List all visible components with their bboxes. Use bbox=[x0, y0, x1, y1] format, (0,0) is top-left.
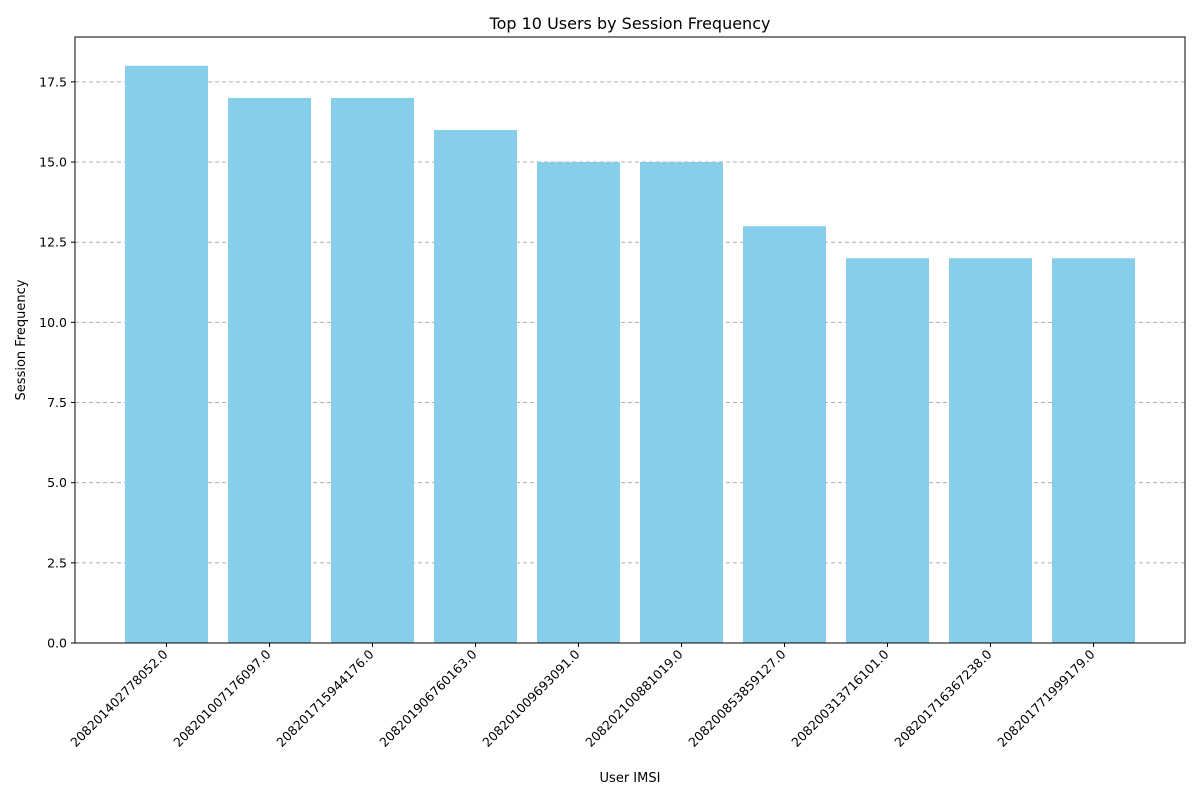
y-axis: 0.0 2.5 5.0 7.5 10.0 12.5 15.0 17.5 bbox=[39, 74, 75, 651]
y-axis-label: Session Frequency bbox=[14, 279, 29, 400]
x-tick-label: 208200313716101.0 bbox=[788, 646, 891, 749]
plot-frame bbox=[74, 36, 1186, 644]
bars bbox=[125, 65, 1135, 644]
y-tick-label: 12.5 bbox=[39, 235, 67, 250]
bar bbox=[743, 226, 826, 643]
x-axis-label: User IMSI bbox=[600, 771, 661, 786]
x-tick-label: 208202100881019.0 bbox=[582, 646, 685, 749]
bar bbox=[1052, 258, 1135, 643]
bar bbox=[846, 258, 929, 643]
bar bbox=[434, 129, 517, 643]
bar bbox=[228, 97, 311, 643]
x-tick-label: 208200853859127.0 bbox=[685, 646, 788, 749]
x-tick-label: 208201007176097.0 bbox=[170, 646, 273, 749]
x-tick-label: 208201906760163.0 bbox=[376, 646, 479, 749]
x-tick-label: 208201402778052.0 bbox=[67, 646, 170, 749]
y-tick-label: 10.0 bbox=[39, 315, 67, 330]
y-tick-label: 17.5 bbox=[39, 74, 67, 89]
x-tick-label: 208201715944176.0 bbox=[273, 646, 376, 749]
bar bbox=[949, 258, 1032, 643]
y-tick-label: 0.0 bbox=[47, 636, 67, 651]
y-tick-label: 2.5 bbox=[47, 555, 67, 570]
bar bbox=[125, 65, 208, 644]
bar bbox=[537, 162, 620, 644]
chart-title: Top 10 Users by Session Frequency bbox=[489, 14, 771, 33]
y-tick-label: 7.5 bbox=[47, 395, 67, 410]
y-tick-label: 5.0 bbox=[47, 475, 67, 490]
bar bbox=[640, 162, 723, 644]
bar bbox=[331, 97, 414, 643]
y-tick-label: 15.0 bbox=[39, 155, 67, 170]
x-tick-label: 208201771999179.0 bbox=[994, 646, 1097, 749]
x-tick-label: 208201716367238.0 bbox=[891, 646, 994, 749]
x-tick-label: 208201009693091.0 bbox=[479, 646, 582, 749]
x-axis: 208201402778052.0 208201007176097.0 208201… bbox=[67, 643, 1098, 750]
